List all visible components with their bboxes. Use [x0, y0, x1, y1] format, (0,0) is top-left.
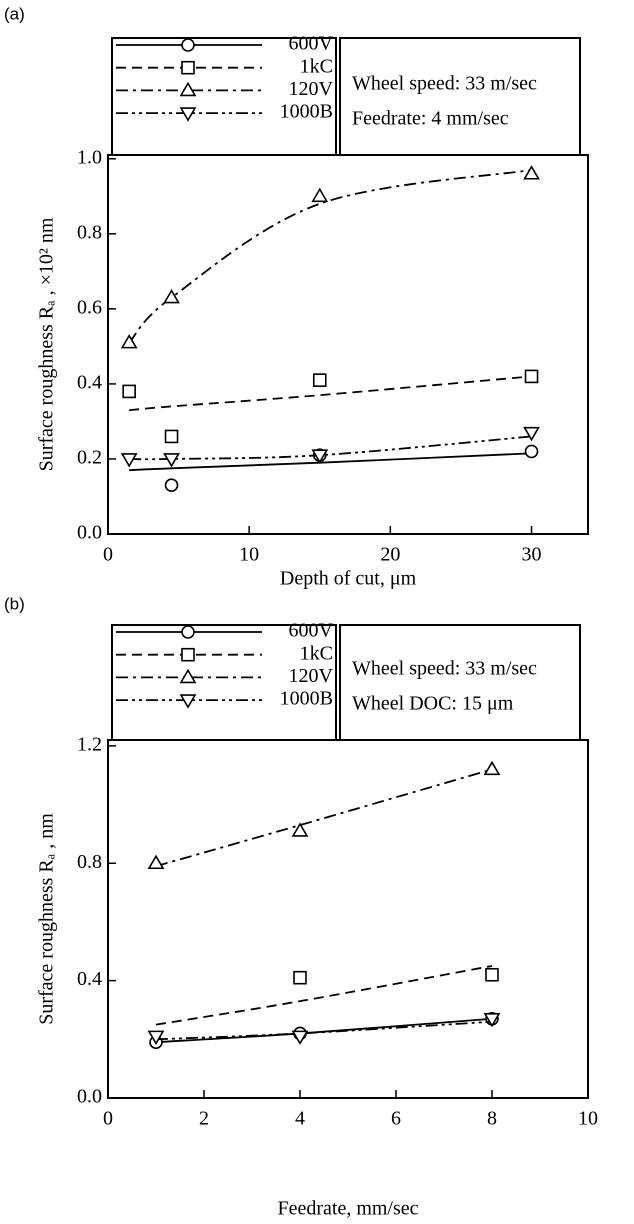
marker — [291, 822, 309, 837]
legend-marker — [179, 694, 197, 709]
legend-marker — [181, 647, 195, 662]
marker — [163, 453, 180, 468]
y-tick-label: 0.2 — [77, 447, 102, 469]
trend-line — [128, 169, 532, 344]
annotation: Wheel speed: 33 m/sec — [352, 658, 537, 680]
y-axis-label: Surface roughness Rₐ , nm — [36, 813, 58, 1025]
legend-marker — [181, 625, 195, 639]
y-tick-label: 1.0 — [77, 146, 102, 168]
x-tick-label: 10 — [239, 544, 259, 566]
trend-line — [129, 435, 532, 461]
legend-label: 600V — [289, 620, 334, 642]
y-tick-label: 0.6 — [77, 296, 102, 318]
legend-marker — [181, 60, 195, 75]
marker — [524, 444, 539, 459]
plot-frame — [107, 739, 589, 1099]
trend-line — [129, 375, 532, 412]
legend-label: 600V — [289, 33, 334, 55]
marker — [120, 334, 138, 349]
y-tick-label: 0.4 — [77, 968, 102, 990]
y-tick-label: 1.2 — [77, 733, 102, 755]
x-axis-label: Depth of cut, μm — [280, 568, 417, 590]
marker — [164, 478, 179, 493]
marker — [523, 165, 540, 180]
y-tick-label: 0.0 — [77, 522, 102, 544]
marker — [485, 967, 499, 982]
marker — [120, 453, 138, 468]
annotation: Wheel speed: 33 m/sec — [352, 73, 537, 95]
annotation-box — [339, 37, 581, 156]
legend-label: 1kC — [300, 55, 333, 77]
legend-label: 1000B — [280, 688, 333, 710]
y-tick-label: 0.8 — [77, 221, 102, 243]
marker — [483, 1012, 501, 1028]
trend-line — [129, 452, 532, 472]
x-tick-label: 6 — [391, 1108, 401, 1130]
marker — [524, 369, 539, 384]
annotation: Feedrate: 4 mm/sec — [352, 108, 509, 130]
marker — [523, 426, 540, 442]
x-tick-label: 8 — [487, 1108, 497, 1130]
annotation-box — [339, 624, 581, 741]
trend-line — [155, 1017, 493, 1044]
y-axis-label: Surface roughness Rₐ , ×10² nm — [36, 217, 58, 471]
legend-label: 1kC — [300, 642, 333, 664]
x-tick-label: 0 — [103, 1108, 113, 1130]
trend-line — [155, 768, 493, 868]
marker — [293, 970, 307, 985]
marker — [147, 854, 165, 870]
x-axis-label: Feedrate, mm/sec — [277, 1198, 418, 1220]
x-tick-label: 30 — [522, 544, 542, 566]
x-tick-label: 4 — [295, 1108, 305, 1130]
panel-label: (a) — [4, 4, 25, 23]
legend-marker — [181, 38, 195, 52]
legend-label: 1000B — [280, 101, 333, 123]
y-tick-label: 0.4 — [77, 371, 102, 393]
marker — [163, 289, 180, 304]
marker — [312, 373, 327, 387]
legend-label: 120V — [289, 665, 334, 687]
marker — [483, 760, 501, 776]
legend-marker — [179, 81, 197, 97]
x-tick-label: 2 — [199, 1108, 209, 1130]
marker — [311, 187, 329, 203]
x-tick-label: 20 — [380, 544, 400, 566]
marker — [291, 1030, 309, 1045]
marker — [164, 429, 179, 444]
legend-marker — [179, 668, 197, 684]
annotation: Wheel DOC: 15 μm — [352, 693, 514, 715]
legend-label: 120V — [289, 78, 334, 100]
marker — [311, 449, 329, 464]
plot-frame — [107, 154, 589, 535]
y-tick-label: 0.0 — [77, 1086, 102, 1108]
x-tick-label: 0 — [103, 544, 113, 566]
legend-marker — [179, 107, 197, 122]
panel-label: (b) — [4, 594, 25, 613]
y-tick-label: 0.8 — [77, 851, 102, 873]
trend-line — [155, 965, 493, 1026]
marker — [122, 384, 136, 399]
trend-line — [155, 1020, 493, 1041]
marker — [147, 1030, 165, 1045]
x-tick-label: 10 — [578, 1108, 598, 1130]
